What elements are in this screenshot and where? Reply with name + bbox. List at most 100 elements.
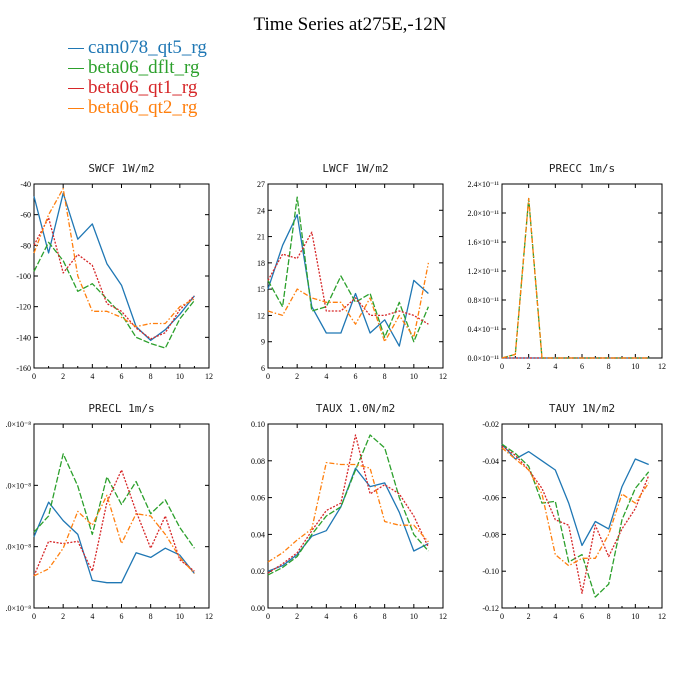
x-tick-label: 0	[32, 372, 36, 381]
series-line-beta06_qt1_rg	[267, 231, 429, 325]
x-tick-label: 2	[61, 612, 65, 621]
y-tick-label: 0.4×10⁻¹¹	[467, 325, 499, 334]
series-line-beta06_qt2_rg	[33, 494, 195, 577]
y-tick-label: -0.04	[482, 457, 499, 466]
x-tick-label: 0	[266, 372, 270, 381]
y-tick-label: .0×10⁻⁸	[5, 543, 31, 552]
y-tick-label: -0.12	[482, 604, 499, 613]
legend-label: beta06_dflt_rg	[88, 57, 200, 78]
x-tick-label: 8	[607, 362, 611, 371]
series-line-beta06_qt1_rg	[501, 445, 650, 594]
legend-item: beta06_qt1_rg	[68, 78, 207, 98]
legend-item: cam078_qt5_rg	[68, 38, 207, 58]
x-tick-label: 8	[383, 612, 387, 621]
x-tick-label: 2	[61, 372, 65, 381]
x-tick-label: 2	[527, 612, 531, 621]
y-tick-label: 15	[257, 285, 265, 294]
x-tick-label: 2	[527, 362, 531, 371]
y-tick-label: -80	[20, 241, 31, 250]
y-tick-label: -0.02	[482, 420, 499, 429]
y-tick-label: -0.06	[482, 494, 499, 503]
series-line-beta06_qt2_rg	[33, 187, 195, 328]
x-tick-label: 10	[631, 362, 639, 371]
panel-title: LWCF 1W/m2	[322, 162, 388, 175]
panel-title: PRECC 1m/s	[549, 162, 615, 175]
y-tick-label: 0.10	[251, 420, 265, 429]
series-line-beta06_dflt_rg	[33, 241, 195, 349]
y-tick-label: .0×10⁻⁸	[5, 604, 31, 613]
y-tick-label: -40	[20, 180, 31, 189]
legend-item: beta06_dflt_rg	[68, 58, 207, 78]
y-tick-label: -160	[16, 364, 31, 373]
x-tick-label: 12	[205, 372, 213, 381]
x-tick-label: 12	[658, 362, 666, 371]
y-tick-label: 2.4×10⁻¹¹	[467, 180, 499, 189]
y-tick-label: -140	[16, 333, 31, 342]
y-tick-label: 1.2×10⁻¹¹	[467, 267, 499, 276]
y-tick-label: -0.10	[482, 567, 499, 576]
y-tick-label: 0.02	[251, 567, 265, 576]
x-tick-label: 4	[90, 372, 94, 381]
plot-frame	[501, 183, 663, 359]
x-tick-label: 10	[631, 612, 639, 621]
y-tick-label: 24	[257, 206, 265, 215]
x-tick-label: 12	[439, 372, 447, 381]
y-tick-label: 0.06	[251, 494, 265, 503]
x-tick-label: 6	[354, 612, 358, 621]
x-tick-label: 2	[295, 372, 299, 381]
series-line-beta06_qt1_rg	[33, 217, 195, 340]
x-tick-label: 10	[410, 372, 418, 381]
y-tick-label: 0.00	[251, 604, 265, 613]
x-tick-label: 12	[439, 612, 447, 621]
x-tick-label: 12	[658, 612, 666, 621]
x-tick-label: 0	[32, 612, 36, 621]
x-tick-label: 2	[295, 612, 299, 621]
series-line-beta06_dflt_rg	[501, 197, 649, 359]
x-tick-label: 6	[120, 612, 124, 621]
x-tick-label: 6	[120, 372, 124, 381]
y-tick-label: 9	[261, 338, 265, 347]
y-tick-label: 1.6×10⁻¹¹	[467, 238, 499, 247]
x-tick-label: 8	[607, 612, 611, 621]
x-tick-label: 10	[410, 612, 418, 621]
x-tick-label: 6	[580, 612, 584, 621]
series-line-beta06_qt2_rg	[267, 262, 430, 343]
y-tick-label: 6	[261, 364, 265, 373]
series-line-beta06_qt1_rg	[33, 469, 195, 577]
y-tick-label: 18	[257, 259, 265, 268]
series-line-beta06_qt1_rg	[267, 434, 429, 574]
x-tick-label: 8	[149, 612, 153, 621]
x-tick-label: 12	[205, 612, 213, 621]
series-line-cam078_qt5_rg	[267, 214, 429, 347]
y-tick-label: 0.0×10⁻¹¹	[467, 354, 499, 363]
y-tick-label: 0.08	[251, 457, 265, 466]
legend-swatch	[68, 87, 84, 89]
legend-swatch	[68, 47, 84, 49]
x-tick-label: 10	[176, 612, 184, 621]
legend: cam078_qt5_rg beta06_dflt_rg beta06_qt1_…	[68, 38, 207, 118]
plot-frame	[267, 183, 444, 369]
x-tick-label: 6	[580, 362, 584, 371]
panel-title: SWCF 1W/m2	[88, 162, 154, 175]
y-tick-label: .0×10⁻⁸	[5, 420, 31, 429]
series-line-beta06_dflt_rg	[267, 196, 429, 343]
legend-item: beta06_qt2_rg	[68, 98, 207, 118]
panel-title: PRECL 1m/s	[88, 402, 154, 415]
legend-label: beta06_qt2_rg	[88, 97, 198, 118]
y-tick-label: 21	[257, 233, 265, 242]
series-line-beta06_qt2_rg	[267, 461, 429, 563]
y-tick-label: 0.04	[251, 530, 265, 539]
y-tick-label: 0.8×10⁻¹¹	[467, 296, 499, 305]
x-tick-label: 4	[90, 612, 94, 621]
legend-swatch	[68, 107, 84, 109]
series-line-cam078_qt5_rg	[267, 467, 429, 572]
x-tick-label: 8	[383, 372, 387, 381]
legend-label: beta06_qt1_rg	[88, 77, 198, 98]
x-tick-label: 4	[553, 362, 557, 371]
series-line-cam078_qt5_rg	[33, 192, 195, 342]
series-line-beta06_qt2_rg	[501, 197, 649, 359]
x-tick-label: 4	[553, 612, 557, 621]
plot-frame	[501, 423, 663, 609]
x-tick-label: 8	[149, 372, 153, 381]
